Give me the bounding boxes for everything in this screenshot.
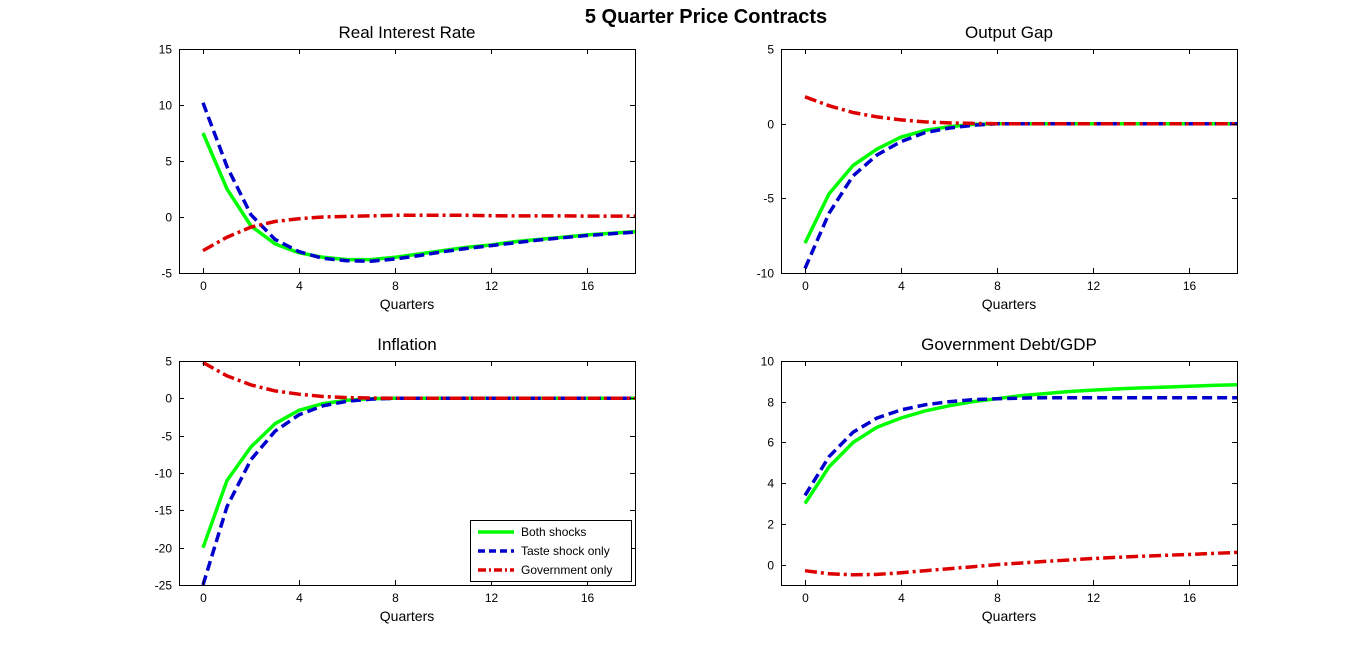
series-group — [201, 102, 635, 263]
plot-frame — [781, 361, 1238, 586]
legend-label-both-shocks: Both shocks — [521, 525, 586, 539]
y-tick-label: 6 — [767, 436, 774, 450]
x-tick-label: 12 — [1087, 279, 1101, 293]
y-tick-label: 15 — [159, 43, 173, 57]
series-line-government-only — [804, 95, 1237, 126]
x-tick-label: 16 — [581, 591, 595, 605]
x-tick-label: 12 — [485, 279, 499, 293]
series-line-taste-shock-only — [803, 121, 1237, 270]
y-tick-label: 0 — [767, 559, 774, 573]
x-tick-label: 0 — [200, 591, 207, 605]
y-tick-label: 5 — [165, 155, 172, 169]
x-tick-label: 0 — [802, 591, 809, 605]
x-tick-label: 8 — [392, 591, 399, 605]
series-line-government-only — [202, 361, 635, 401]
series-line-government-only — [804, 550, 1237, 577]
series-group — [803, 95, 1237, 270]
x-tick-label: 0 — [200, 279, 207, 293]
x-tick-label: 8 — [994, 591, 1001, 605]
x-tick-label: 12 — [485, 591, 499, 605]
y-tick-label: -10 — [155, 467, 173, 481]
y-tick-label: 5 — [767, 43, 774, 57]
y-tick-label: 0 — [165, 211, 172, 225]
x-tick-label: 8 — [392, 279, 399, 293]
legend: Both shocks Taste shock only Government on… — [470, 520, 632, 582]
x-tick-label: 16 — [1183, 279, 1197, 293]
x-tick-label: 16 — [581, 279, 595, 293]
x-tick-label: 12 — [1087, 591, 1101, 605]
panel-inflation: 0 4 8 12 16 -25 -20 -15 -10 -5 0 5 Inflation Quarters… — [155, 335, 636, 624]
y-tick-label: -15 — [155, 504, 173, 518]
figure-title: 5 Quarter Price Contracts — [585, 6, 827, 28]
x-tick-label: 4 — [296, 591, 303, 605]
y-tick-label: -25 — [155, 579, 173, 593]
panel-output-gap: 0 4 8 12 16 -10 -5 0 5 Output Gap Quarters — [757, 23, 1238, 312]
y-tick-label: -10 — [757, 267, 775, 281]
series-group — [803, 383, 1237, 577]
x-axis-label: Quarters — [380, 608, 434, 624]
y-tick-label: 10 — [159, 99, 173, 113]
legend-label-government-only: Government only — [521, 563, 612, 577]
panel-real-interest-rate: 0 4 8 12 16 -5 0 5 10 15 Real Interest Rate Quarter… — [159, 23, 636, 312]
y-tick-label: 8 — [767, 396, 774, 410]
plot-frame — [179, 49, 636, 274]
panel-government-debt-gdp: 0 4 8 12 16 0 2 4 6 8 10 Government Debt/GDP Quarter… — [761, 335, 1238, 624]
series-line-both-shocks — [803, 383, 1237, 505]
x-axis-label: Quarters — [982, 296, 1036, 312]
series-line-taste-shock-only — [201, 102, 635, 263]
series-line-taste-shock-only — [201, 396, 635, 585]
y-tick-label: 0 — [165, 392, 172, 406]
series-line-both-shocks — [803, 121, 1237, 244]
y-tick-label: -5 — [763, 192, 774, 206]
x-axis-label: Quarters — [380, 296, 434, 312]
y-tick-label: -5 — [161, 267, 172, 281]
y-tick-label: 2 — [767, 518, 774, 532]
series-line-government-only — [202, 213, 635, 253]
y-tick-label: 4 — [767, 477, 774, 491]
x-tick-label: 4 — [296, 279, 303, 293]
x-tick-label: 4 — [898, 279, 905, 293]
plot-frame — [781, 49, 1238, 274]
x-tick-label: 0 — [802, 279, 809, 293]
chart-panels: 0 4 8 12 16 -5 0 5 10 15 Real Interest Rate Quarter… — [155, 23, 1238, 624]
y-tick-label: -20 — [155, 542, 173, 556]
x-axis-label: Quarters — [982, 608, 1036, 624]
y-tick-label: 10 — [761, 355, 775, 369]
y-tick-label: 5 — [165, 355, 172, 369]
series-line-taste-shock-only — [803, 395, 1237, 497]
panel-title: Government Debt/GDP — [921, 335, 1097, 354]
series-group — [201, 361, 635, 585]
panel-title: Real Interest Rate — [338, 23, 475, 42]
panel-title: Inflation — [377, 335, 437, 354]
y-tick-label: -5 — [161, 430, 172, 444]
x-tick-label: 4 — [898, 591, 905, 605]
y-tick-label: 0 — [767, 118, 774, 132]
x-tick-label: 16 — [1183, 591, 1197, 605]
x-tick-label: 8 — [994, 279, 1001, 293]
panel-title: Output Gap — [965, 23, 1053, 42]
series-line-both-shocks — [201, 132, 635, 262]
legend-label-taste-shock-only: Taste shock only — [521, 544, 610, 558]
